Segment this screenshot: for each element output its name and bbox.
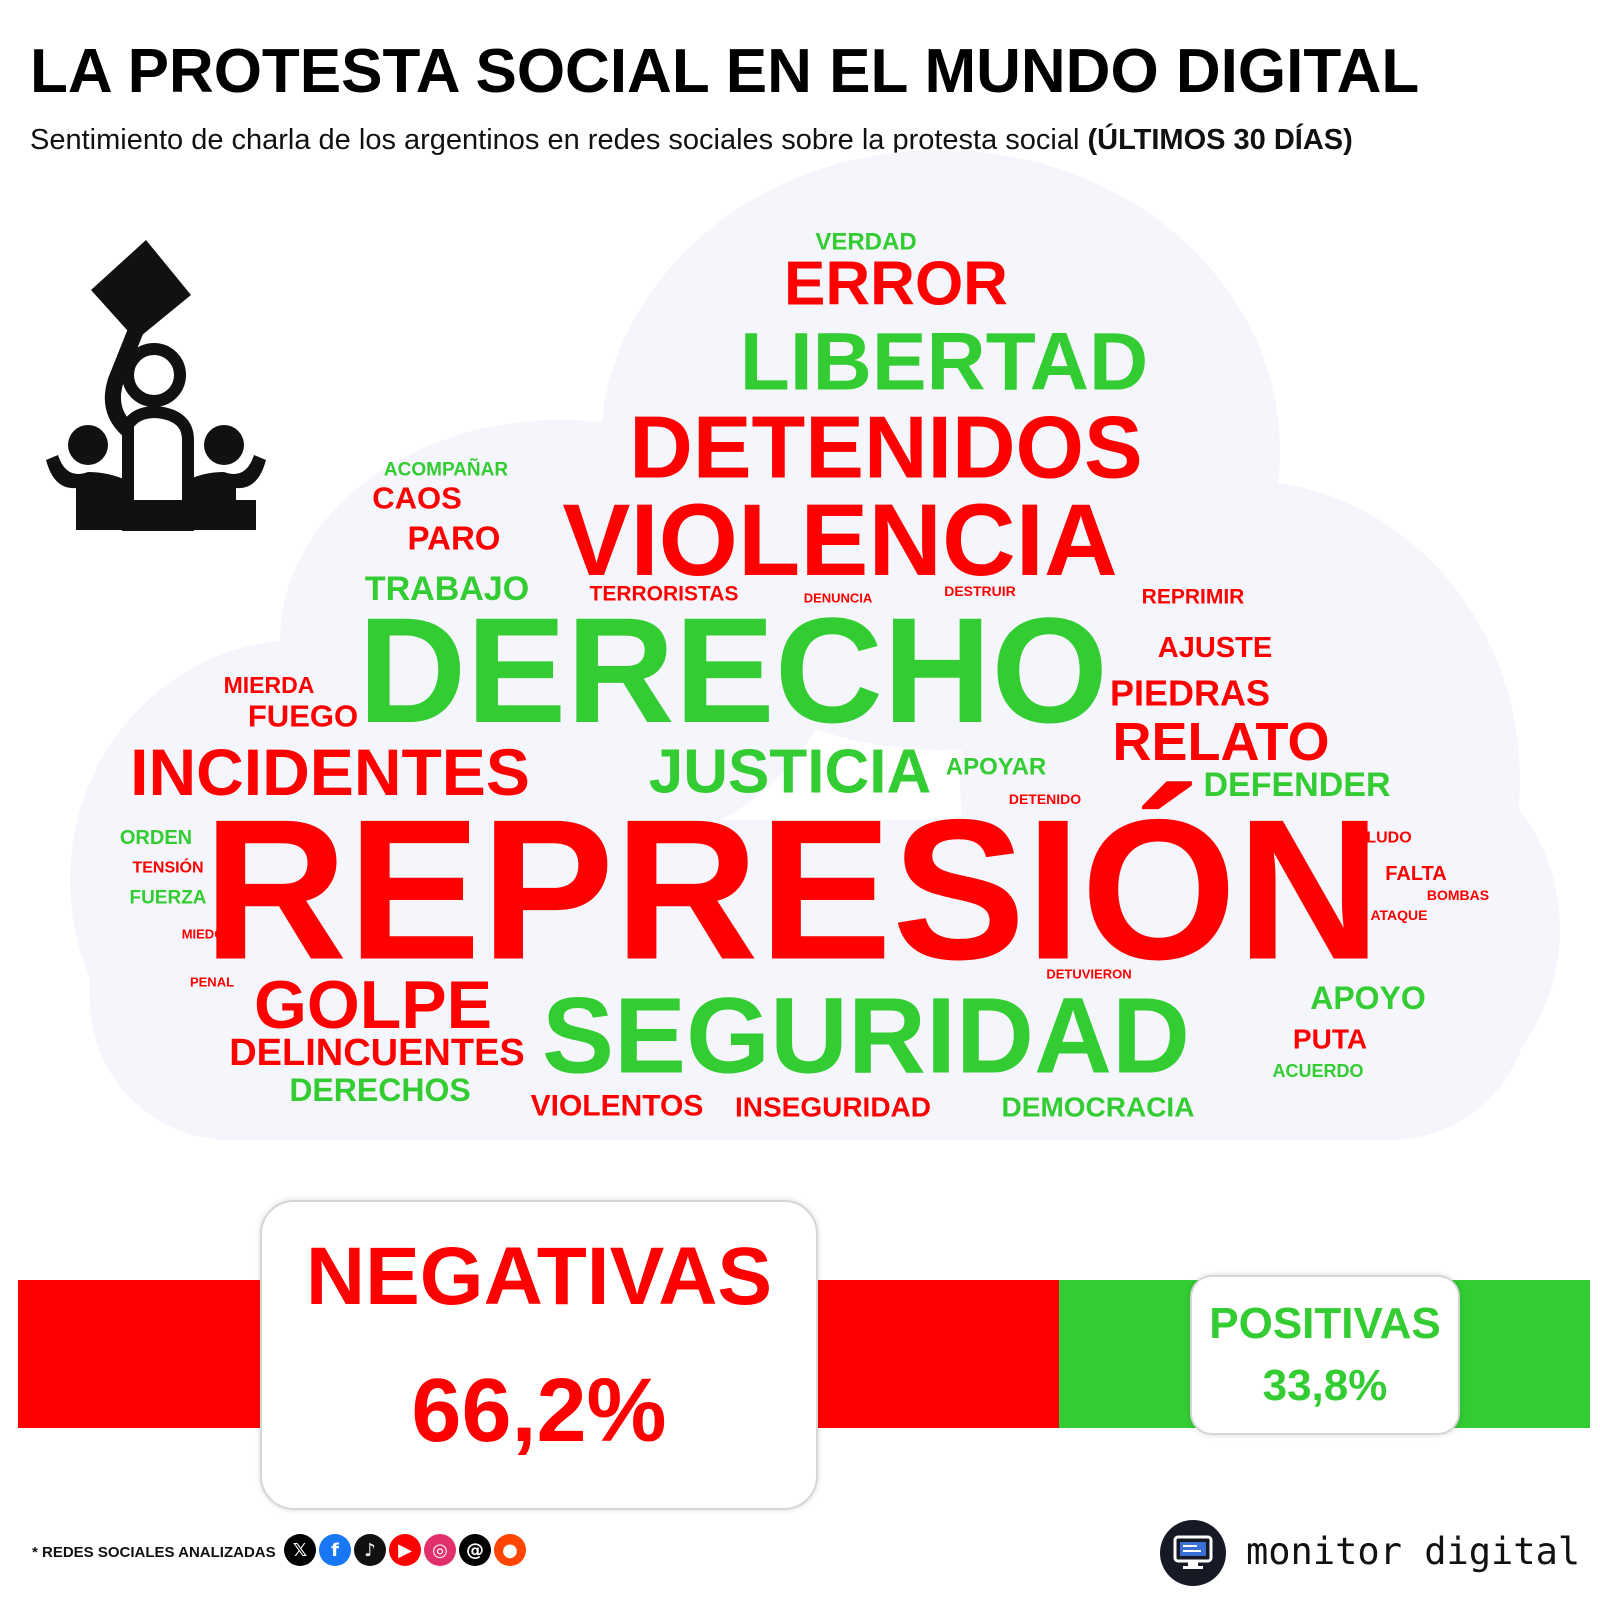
word-democracia: DEMOCRACIA [1002,1092,1195,1123]
word-destruir: DESTRUIR [944,583,1016,599]
cloud-background [70,150,1560,1140]
word-orden: ORDEN [120,827,192,849]
word-paro: PARO [408,520,501,557]
monitor-logo-icon [1160,1520,1226,1586]
instagram-icon: ◎ [424,1534,456,1566]
word-tensión: TENSIÓN [132,858,203,877]
footnote: * REDES SOCIALES ANALIZADAS [32,1544,276,1561]
reddit-icon: ● [494,1534,526,1566]
word-puta: PUTA [1293,1024,1367,1055]
word-golpe: GOLPE [254,967,492,1043]
word-acuerdo: ACUERDO [1272,1061,1363,1081]
word-trabajo: TRABAJO [365,570,529,608]
word-violencia: VIOLENCIA [562,483,1117,597]
word-error: ERROR [784,250,1008,319]
page-title: LA PROTESTA SOCIAL EN EL MUNDO DIGITAL [30,37,1420,106]
word-seguridad: SEGURIDAD [542,975,1190,1096]
word-derechos: DERECHOS [289,1072,470,1108]
word-verdad: VERDAD [815,229,916,256]
word-derecho: DERECHO [358,586,1108,754]
word-bombas: BOMBAS [1427,887,1489,903]
word-justicia: JUSTICIA [649,738,931,807]
word-miedo: MIEDO [182,927,225,942]
word-ataque: ATAQUE [1370,907,1427,923]
threads-icon: @ [459,1534,491,1566]
youtube-icon: ▶ [389,1534,421,1566]
word-detenidos: DETENIDOS [629,398,1142,497]
page-subtitle: Sentimiento de charla de los argentinos … [30,124,1353,157]
x-icon: 𝕏 [284,1534,316,1566]
negative-value: 66,2% [411,1361,667,1461]
word-mierda: MIERDA [224,672,315,698]
word-penal: PENAL [190,975,234,990]
word-represión: REPRESIÓN [203,779,1381,1002]
word-incidentes: INCIDENTES [130,735,530,809]
word-apoyar: APOYAR [946,754,1046,781]
word-detuvieron: DETUVIERON [1046,967,1131,982]
word-acompañar: ACOMPAÑAR [384,459,508,481]
negative-label: NEGATIVAS [305,1231,773,1322]
word-piedras: PIEDRAS [1110,673,1270,714]
word-relato: RELATO [1112,712,1329,772]
word-apoyo: APOYO [1310,980,1426,1016]
word-boludo: BOLUDO [1342,830,1411,847]
subtitle-text: Sentimiento de charla de los argentinos … [30,124,1080,156]
facebook-icon: f [319,1534,351,1566]
word-reprimir: REPRIMIR [1142,586,1245,609]
word-inseguridad: INSEGURIDAD [735,1092,931,1123]
word-terroristas: TERRORISTAS [590,583,739,606]
word-fuerza: FUERZA [129,888,206,909]
word-libertad: LIBERTAD [740,317,1148,408]
subtitle-period: (ÚLTIMOS 30 DÍAS) [1087,124,1353,156]
positive-box: POSITIVAS 33,8% [1190,1275,1460,1435]
word-fuego: FUEGO [248,699,358,734]
word-ajuste: AJUSTE [1158,632,1272,664]
word-detenido: DETENIDO [1009,791,1081,807]
word-caos: CAOS [372,481,462,516]
protest-icon [46,240,266,531]
word-delincuentes: DELINCUENTES [229,1032,525,1074]
positive-label: POSITIVAS [1209,1299,1441,1348]
tiktok-icon: ♪ [354,1534,386,1566]
positive-value: 33,8% [1262,1361,1388,1410]
word-falta: FALTA [1385,863,1446,885]
word-defender: DEFENDER [1203,766,1390,804]
word-denuncia: DENUNCIA [804,591,873,606]
brand-name: monitor digital [1246,1530,1581,1573]
negative-box: NEGATIVAS 66,2% [260,1200,818,1510]
word-violentos: VIOLENTOS [531,1090,704,1123]
